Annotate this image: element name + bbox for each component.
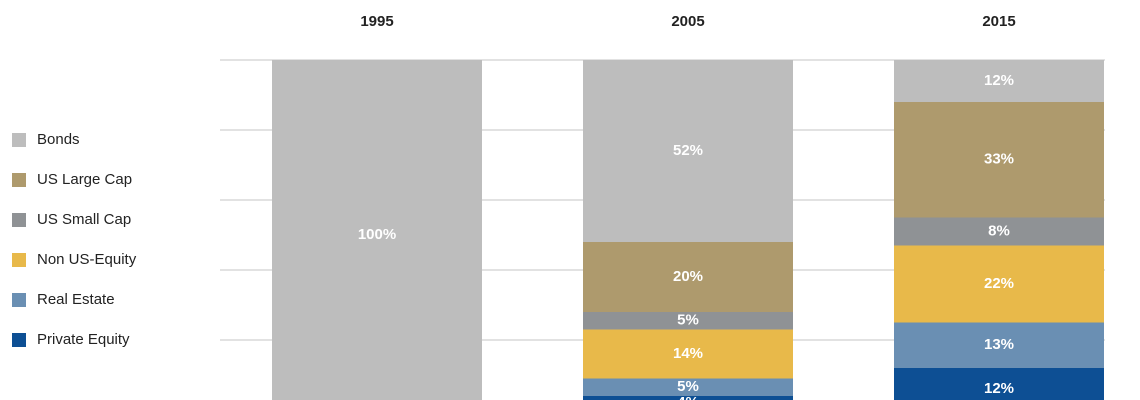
data-label: 8% (988, 222, 1010, 239)
data-label: 52% (673, 142, 703, 159)
bar-segment (894, 102, 1104, 218)
bar-segment (583, 378, 793, 396)
legend-label: Non US-Equity (37, 251, 137, 268)
legend-label: Real Estate (37, 291, 115, 308)
bar-segment (583, 312, 793, 330)
legend-label: US Small Cap (37, 211, 131, 228)
data-label: 12% (984, 380, 1014, 397)
legend-swatch (12, 213, 26, 227)
legend-swatch (12, 293, 26, 307)
data-label: 14% (673, 345, 703, 362)
data-label: 5% (677, 312, 699, 329)
bar-segment (894, 245, 1104, 323)
legend-swatch (12, 133, 26, 147)
legend-swatch (12, 333, 26, 347)
data-label: 13% (984, 336, 1014, 353)
data-label: 20% (673, 268, 703, 285)
data-label: 33% (984, 151, 1014, 168)
x-tick-label: 2015 (982, 13, 1015, 30)
legend-swatch (12, 173, 26, 187)
bar-segment (894, 60, 1104, 102)
data-label: 22% (984, 275, 1014, 292)
legend-label: US Large Cap (37, 171, 132, 188)
bar-segment (583, 60, 793, 242)
legend-swatch (12, 253, 26, 267)
bar-segment (894, 217, 1104, 246)
bar-segment (894, 368, 1104, 400)
legend-label: Private Equity (37, 331, 130, 348)
data-label: 100% (358, 226, 396, 243)
bar-segment (272, 60, 482, 400)
data-label: 12% (984, 72, 1014, 89)
data-label: 5% (677, 378, 699, 395)
bar-segment (583, 329, 793, 379)
x-tick-label: 2005 (671, 13, 704, 30)
legend-label: Bonds (37, 131, 80, 148)
bar-segment (894, 322, 1104, 368)
bar-segment (583, 396, 793, 400)
x-tick-label: 1995 (360, 13, 393, 30)
data-label: 4% (677, 394, 699, 400)
bar-segment (583, 242, 793, 312)
